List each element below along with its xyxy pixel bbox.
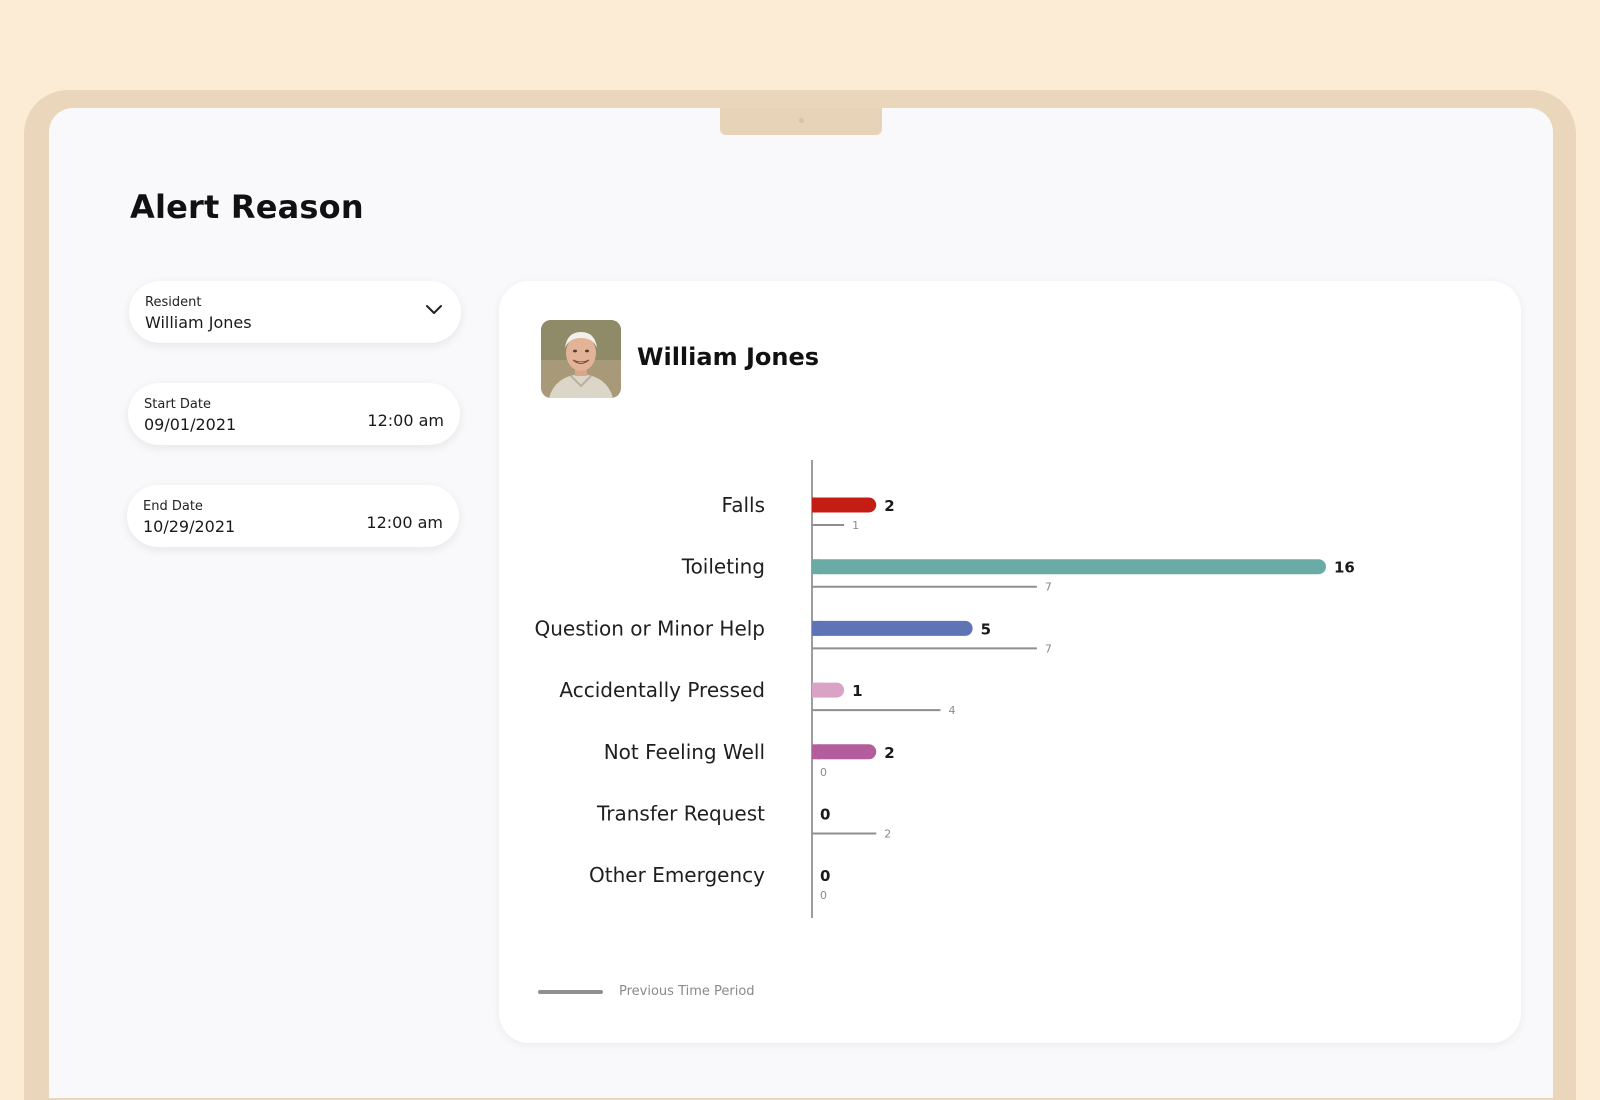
category-label: Transfer Request — [596, 802, 765, 826]
category-label: Falls — [722, 493, 765, 517]
end-date-field[interactable]: End Date 10/29/2021 12:00 am — [127, 485, 459, 547]
start-date-value: 09/01/2021 — [144, 415, 237, 434]
resident-name: William Jones — [637, 343, 820, 371]
current-value-label: 2 — [884, 497, 894, 515]
category-label: Question or Minor Help — [534, 616, 765, 640]
alert-reason-card — [499, 281, 1521, 1043]
resident-select[interactable]: Resident William Jones — [129, 281, 461, 343]
end-time-value: 12:00 am — [366, 513, 443, 532]
current-bar-base — [812, 620, 820, 636]
previous-value-label: 1 — [852, 519, 859, 532]
start-date-field[interactable]: Start Date 09/01/2021 12:00 am — [128, 383, 460, 445]
current-bar — [812, 497, 877, 513]
resident-photo-icon — [541, 320, 621, 398]
end-date-value: 10/29/2021 — [143, 517, 236, 536]
current-value-label: 5 — [981, 620, 991, 638]
current-value-label: 1 — [852, 682, 862, 700]
current-bar — [812, 559, 1326, 575]
category-label: Other Emergency — [589, 863, 765, 887]
camera-notch — [720, 108, 882, 135]
previous-value-label: 7 — [1045, 581, 1052, 594]
current-value-label: 0 — [820, 806, 830, 824]
current-bar-base — [812, 744, 820, 760]
resident-label: Resident — [145, 295, 202, 310]
resident-value: William Jones — [145, 313, 252, 332]
page-title: Alert Reason — [130, 188, 364, 226]
current-value-label: 0 — [820, 867, 830, 885]
current-value-label: 2 — [884, 744, 894, 762]
previous-value-label: 0 — [820, 889, 827, 902]
current-bar — [812, 682, 845, 698]
end-date-label: End Date — [143, 499, 203, 514]
current-bar — [812, 620, 973, 636]
current-value-label: 16 — [1334, 559, 1355, 577]
previous-value-label: 0 — [820, 766, 827, 779]
chevron-down-icon[interactable] — [425, 303, 443, 317]
current-bar-base — [812, 559, 820, 575]
current-bar-base — [812, 497, 820, 513]
previous-value-label: 4 — [949, 704, 956, 717]
legend-previous-label: Previous Time Period — [619, 984, 755, 999]
legend-previous-swatch — [538, 990, 603, 994]
previous-value-label: 2 — [884, 828, 891, 841]
current-bar-base — [812, 682, 820, 698]
category-label: Toileting — [681, 555, 765, 579]
resident-avatar — [541, 320, 621, 398]
category-label: Accidentally Pressed — [559, 678, 765, 702]
start-date-label: Start Date — [144, 397, 211, 412]
camera-icon — [799, 118, 804, 123]
category-label: Not Feeling Well — [604, 740, 765, 764]
start-time-value: 12:00 am — [367, 411, 444, 430]
previous-value-label: 7 — [1045, 642, 1052, 655]
current-bar — [812, 744, 877, 760]
